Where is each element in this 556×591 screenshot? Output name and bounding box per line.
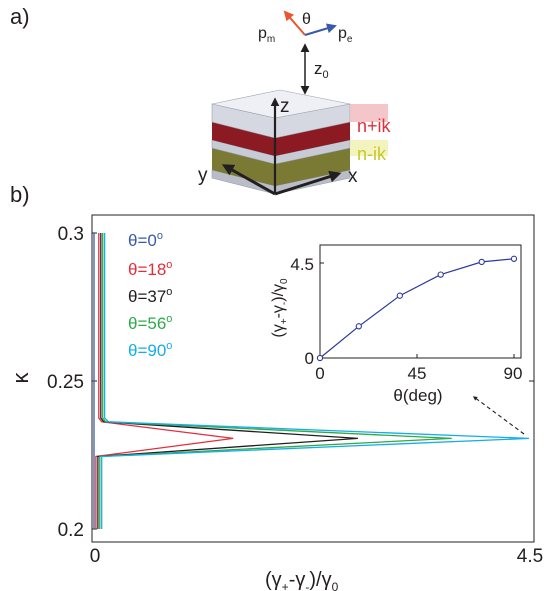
inset-series-line	[319, 258, 515, 359]
main-plot-frame	[91, 214, 535, 543]
theta-symbol: θ	[302, 11, 311, 28]
inset-x-tick-label: 0	[315, 364, 324, 383]
y-tick-label: 0.2	[58, 520, 84, 541]
multilayer-slab	[211, 89, 388, 195]
panel-a-label: a)	[10, 4, 30, 29]
loss-layer-label: n-ik	[357, 144, 387, 164]
inset-data-point	[316, 354, 324, 362]
series-line-1	[95, 233, 234, 529]
inset-y-axis-title: (γ+-γ-)/γ0	[270, 278, 290, 338]
inset-chart: 4.5 0 0 45 90 θ(deg) (γ+-γ-)/γ0	[270, 244, 523, 405]
x-axis	[274, 170, 342, 196]
inset-x-axis-title: θ(deg)	[393, 386, 442, 405]
panel-a: a) θ pm pe z0	[10, 4, 392, 196]
y-axis	[221, 164, 276, 196]
pe-arrow	[304, 23, 337, 36]
inset-data-point	[396, 292, 403, 299]
x-axis-title: (γ+-γ-)/γ0	[265, 569, 339, 591]
inset-x-tick-label: 90	[504, 364, 523, 383]
inset-frame	[319, 244, 522, 359]
inset-data-point	[437, 271, 444, 278]
inset-series-group	[316, 255, 518, 362]
inset-pointer-arrow	[472, 396, 525, 435]
series-line-4	[101, 233, 530, 529]
panel-b: b) 0.3 0.25 0.2 0 4.5 κ (γ+-γ-)/γ0 θ=0o …	[8, 182, 543, 591]
legend: θ=0o θ=18o θ=37o θ=56o θ=90o	[128, 230, 172, 360]
pm-arrow	[283, 10, 306, 36]
legend-entry-3: θ=56o	[128, 313, 172, 333]
series-line-3	[99, 233, 452, 529]
y-tick-label: 0.3	[58, 224, 84, 245]
inset-y-tick-label: 4.5	[290, 255, 314, 274]
x-tick-label: 4.5	[517, 546, 543, 567]
y-axis-title: κ	[8, 372, 33, 384]
inset-data-point	[478, 258, 485, 266]
inset-y-tick-label: 0	[305, 349, 314, 368]
inset-x-tick-label: 45	[408, 364, 427, 383]
legend-entry-2: θ=37o	[128, 286, 172, 306]
y-axis-label: y	[198, 165, 208, 186]
gain-layer-label: n+ik	[357, 116, 392, 136]
panel-b-label: b)	[10, 182, 30, 207]
x-tick-label: 0	[90, 546, 101, 567]
legend-entry-1: θ=18o	[128, 259, 172, 279]
series-line-2	[97, 233, 358, 529]
z-axis-label: z	[280, 96, 290, 117]
x-axis-label: x	[348, 166, 358, 187]
main-series-group	[93, 233, 530, 529]
y-tick-label: 0.25	[47, 372, 84, 393]
legend-entry-0: θ=0o	[128, 230, 163, 250]
inset-data-point	[355, 323, 362, 330]
pe-label: pe	[338, 25, 353, 45]
pm-label: pm	[258, 25, 275, 45]
inset-data-point	[510, 255, 518, 262]
z0-label: z0	[314, 59, 329, 81]
legend-entry-4: θ=90o	[128, 340, 172, 360]
